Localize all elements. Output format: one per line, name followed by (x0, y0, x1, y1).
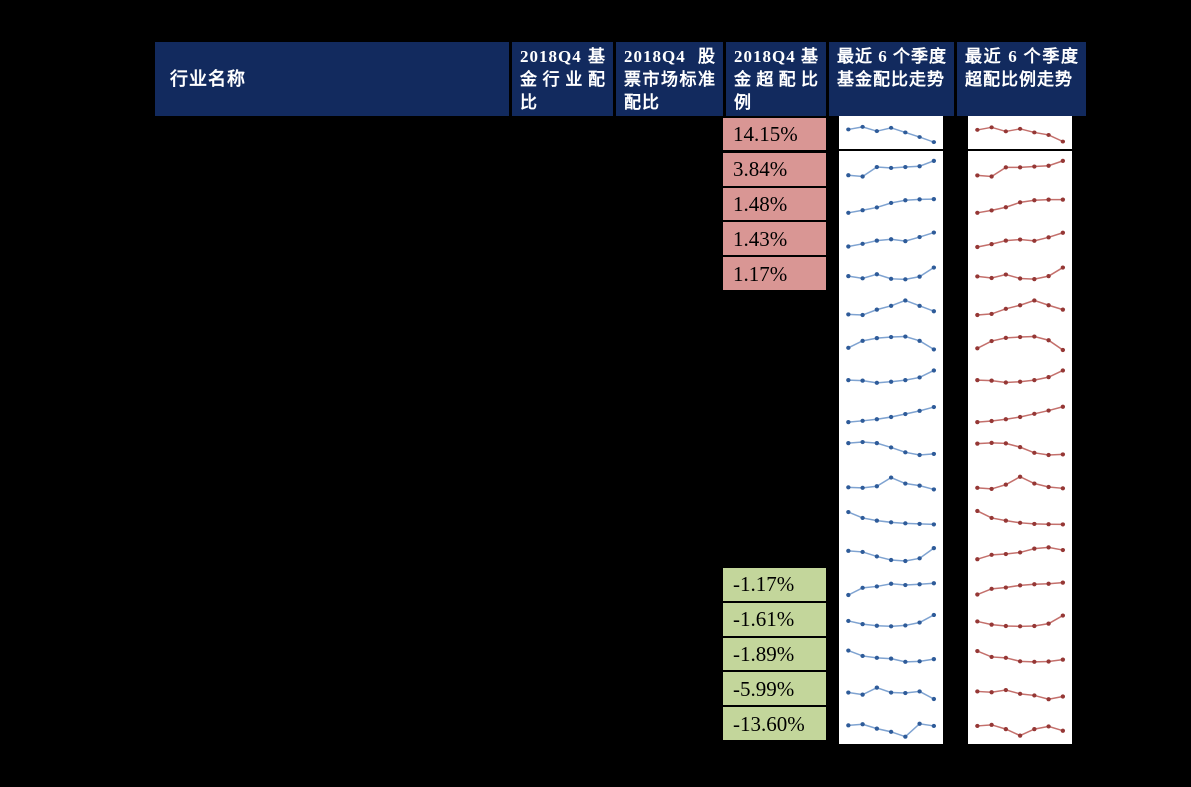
overweight-ratio-trend-row (968, 604, 1072, 639)
fund-allocation-trend-sparkline (846, 404, 937, 425)
fund-allocation-trend-sparkline (846, 648, 937, 665)
fund-allocation-trend-sparkline (846, 581, 937, 598)
overweight-positive-cell: 14.15% (723, 118, 826, 153)
fund-allocation-trend-row (839, 186, 943, 221)
overweight-negative-cell: -1.17% (723, 568, 826, 603)
fund-allocation-trend-row (839, 465, 943, 500)
overweight-ratio-trend-sparkline (975, 334, 1066, 353)
overweight-ratio-trend-sparkline (975, 264, 1066, 281)
column-header-market-standard: 2018Q4 股票市场标准配比 (616, 42, 723, 116)
overweight-ratio-trend-sparkline (975, 158, 1066, 179)
overweight-ratio-trend-row (968, 430, 1072, 465)
fund-allocation-trend-row (839, 151, 943, 186)
fund-allocation-trend-row (839, 639, 943, 674)
overweight-ratio-trend-row (968, 535, 1072, 570)
fund-allocation-trend-sparkline (846, 721, 937, 739)
fund-allocation-trend-sparkline (846, 334, 937, 352)
overweight-positive-cell: 1.17% (723, 257, 826, 292)
overweight-ratio-trend-sparkline (975, 544, 1066, 561)
overweight-positive-cell: 1.48% (723, 187, 826, 223)
fund-allocation-trend-sparkline (846, 264, 937, 281)
overweight-ratio-trend-row (968, 465, 1072, 500)
overweight-ratio-trend-row (968, 186, 1072, 221)
fund-allocation-trend-sparkline (846, 545, 937, 563)
table-header-row: 行业名称 2018Q4 基金行业配比 2018Q4 股票市场标准配比 2018Q… (155, 42, 1086, 116)
overweight-ratio-trend-sparkline (975, 440, 1066, 457)
overweight-ratio-trend-sparkline (975, 125, 1066, 144)
overweight-ratio-trend-sparkline (975, 474, 1066, 491)
overweight-ratio-trend-sparkline (975, 613, 1066, 629)
fund-allocation-trend-row (839, 604, 943, 639)
fund-allocation-trend-row (839, 674, 943, 709)
overweight-ratio-trend-sparkline (975, 298, 1066, 318)
fund-allocation-trend-sparkline (846, 509, 937, 527)
overweight-positive-cells: 14.15% 3.84% 1.48% 1.43% 1.17% (723, 116, 826, 292)
fund-allocation-trend-row (839, 535, 943, 570)
overweight-ratio-trend-row (968, 290, 1072, 325)
overweight-ratio-trend-sparkline (975, 197, 1066, 215)
fund-allocation-trend-sparkline (846, 124, 937, 145)
overweight-positive-cell: 3.84% (723, 152, 826, 188)
fund-allocation-trend-sparkline (846, 613, 937, 629)
overweight-ratio-trend-row (968, 569, 1072, 604)
column-header-overweight-trend: 最近 6 个季度超配比例走势 (957, 42, 1086, 116)
fund-allocation-trend-row (839, 360, 943, 395)
column-header-industry-name: 行业名称 (155, 42, 509, 116)
fund-allocation-trend-row (839, 256, 943, 291)
overweight-negative-cells: -1.17% -1.61% -1.89% -5.99% -13.60% (723, 568, 826, 742)
overweight-negative-cell: -1.61% (723, 602, 826, 638)
column-header-fund-allocation: 2018Q4 基金行业配比 (512, 42, 613, 116)
industry-allocation-table: 行业名称 2018Q4 基金行业配比 2018Q4 股票市场标准配比 2018Q… (155, 42, 1086, 744)
fund-allocation-trend-sparkline (846, 439, 937, 457)
fund-allocation-trend-row (839, 221, 943, 256)
overweight-ratio-trend-row (968, 500, 1072, 535)
fund-allocation-trend-row (839, 290, 943, 325)
fund-allocation-trend-row (839, 430, 943, 465)
fund-allocation-trend-column (839, 116, 943, 744)
fund-allocation-trend-row (839, 116, 943, 151)
fund-allocation-trend-row (839, 500, 943, 535)
fund-allocation-trend-row (839, 395, 943, 430)
overweight-ratio-trend-sparkline (975, 649, 1066, 665)
column-header-allocation-trend: 最近 6 个季度基金配比走势 (829, 42, 954, 116)
overweight-ratio-trend-row (968, 360, 1072, 395)
overweight-ratio-trend-row (968, 151, 1072, 186)
fund-allocation-trend-sparkline (846, 230, 937, 249)
overweight-ratio-trend-row (968, 325, 1072, 360)
overweight-ratio-trend-sparkline (975, 687, 1066, 702)
overweight-ratio-trend-column (968, 116, 1072, 744)
fund-allocation-trend-sparkline (846, 368, 937, 386)
overweight-ratio-trend-row (968, 674, 1072, 709)
overweight-ratio-trend-sparkline (975, 404, 1066, 425)
fund-allocation-trend-sparkline (846, 685, 937, 702)
overweight-ratio-trend-row (968, 709, 1072, 744)
overweight-ratio-trend-row (968, 256, 1072, 291)
overweight-ratio-trend-sparkline (975, 230, 1066, 249)
overweight-negative-cell: -5.99% (723, 672, 826, 708)
overweight-ratio-trend-row (968, 116, 1072, 151)
column-header-fund-overweight: 2018Q4 基金超配比例 (726, 42, 826, 116)
fund-allocation-trend-sparkline (846, 298, 937, 318)
fund-allocation-trend-row (839, 709, 943, 744)
fund-allocation-trend-sparkline (846, 475, 937, 492)
fund-allocation-trend-row (839, 569, 943, 604)
overweight-ratio-trend-row (968, 639, 1072, 674)
overweight-ratio-trend-sparkline (975, 508, 1066, 527)
overweight-ratio-trend-sparkline (975, 368, 1066, 385)
overweight-ratio-trend-row (968, 221, 1072, 256)
fund-allocation-trend-sparkline (846, 196, 937, 215)
fund-allocation-trend-sparkline (846, 158, 937, 179)
overweight-ratio-trend-sparkline (975, 580, 1066, 597)
fund-allocation-trend-row (839, 325, 943, 360)
overweight-positive-cell: 1.43% (723, 222, 826, 258)
overweight-ratio-trend-sparkline (975, 722, 1066, 738)
overweight-negative-cell: -13.60% (723, 707, 826, 742)
overweight-ratio-trend-row (968, 395, 1072, 430)
overweight-negative-cell: -1.89% (723, 637, 826, 673)
